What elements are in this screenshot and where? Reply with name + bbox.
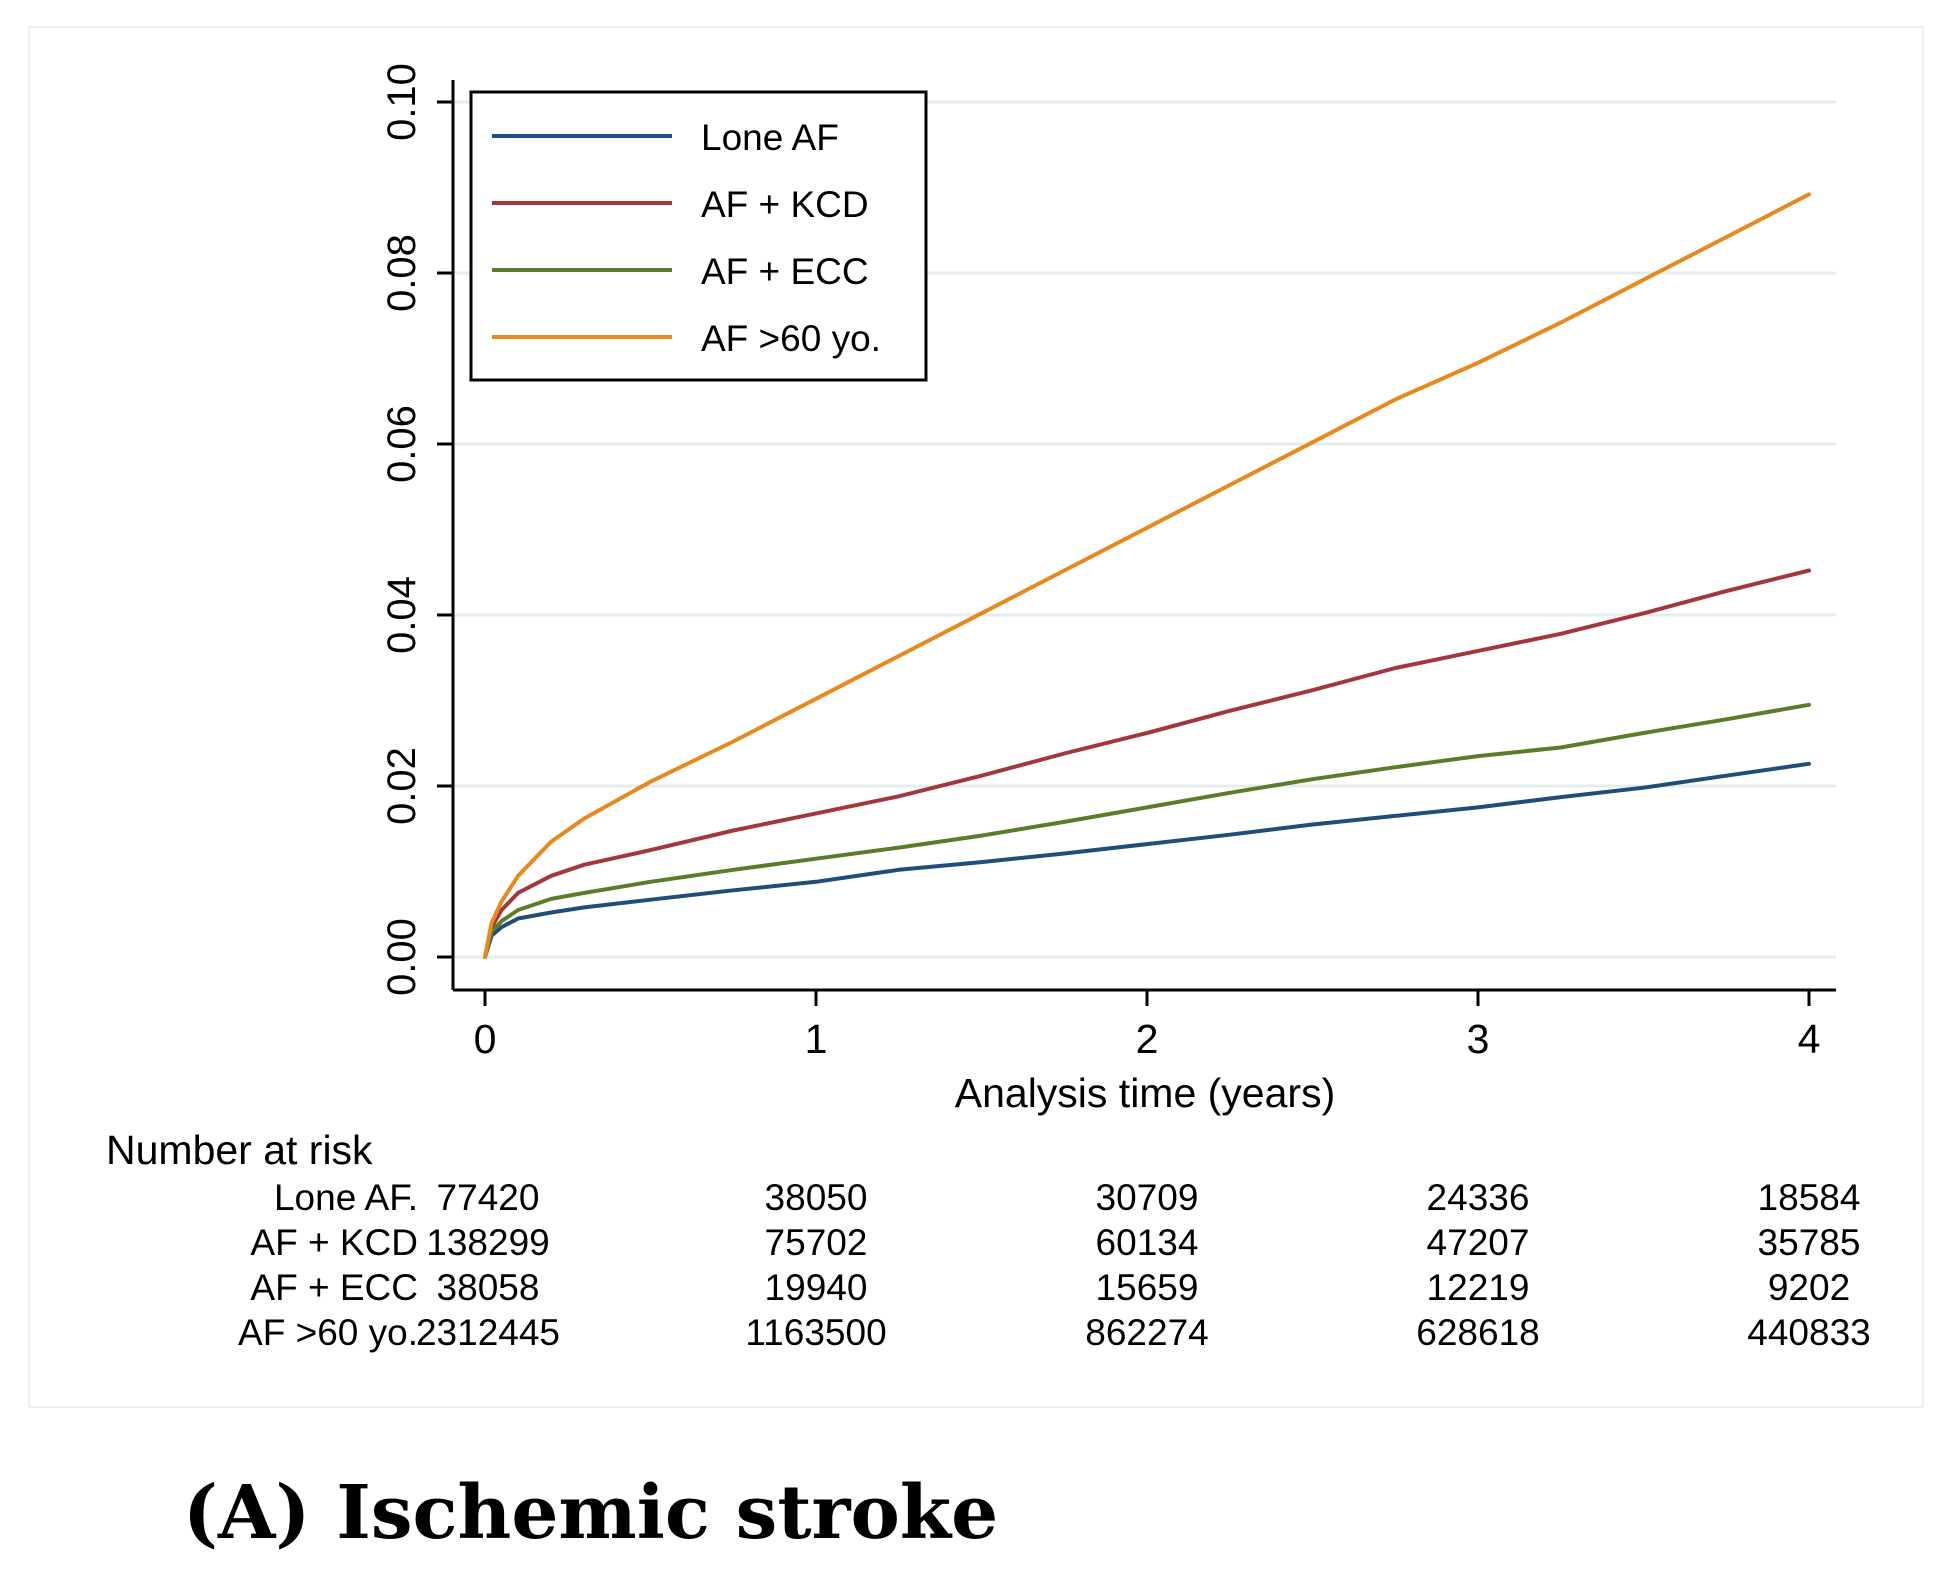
y-tick-label: 0.08 — [380, 234, 424, 312]
axes — [451, 80, 1836, 992]
series-line-1 — [483, 761, 1811, 959]
y-tick-label: 0.10 — [380, 63, 424, 141]
risk-value: 30709 — [1096, 1177, 1199, 1218]
legend-label: Lone AF — [701, 117, 839, 158]
y-ticks: 0.00 0.02 0.04 0.06 0.08 0.10 — [380, 63, 453, 996]
legend: Lone AF AF + KCD AF + ECC AF >60 yo. — [469, 90, 928, 382]
x-tick-label: 1 — [805, 1016, 828, 1062]
x-ticks: 0 1 2 3 4 — [474, 990, 1821, 1062]
risk-table-title: Number at risk — [106, 1127, 373, 1173]
risk-value: 1163500 — [745, 1312, 886, 1353]
x-tick-label: 3 — [1467, 1016, 1490, 1062]
x-axis-label: Analysis time (years) — [955, 1070, 1335, 1116]
panel-caption: (A) Ischemic stroke — [183, 1470, 999, 1556]
risk-value: 12219 — [1427, 1267, 1530, 1308]
y-tick-label: 0.02 — [380, 747, 424, 825]
legend-label: AF + ECC — [701, 251, 869, 292]
risk-value: 38050 — [765, 1177, 868, 1218]
legend-label: AF >60 yo. — [701, 318, 881, 359]
legend-label: AF + KCD — [701, 184, 869, 225]
x-tick-label: 4 — [1798, 1016, 1821, 1062]
risk-row-label: AF + ECC — [250, 1267, 418, 1308]
risk-value: 47207 — [1427, 1222, 1530, 1263]
risk-value: 440833 — [1747, 1312, 1870, 1353]
risk-row-label: AF >60 yo. — [238, 1312, 418, 1353]
x-tick-label: 0 — [474, 1016, 497, 1062]
risk-value: 2312445 — [416, 1312, 560, 1353]
series-lines — [483, 192, 1811, 959]
risk-value: 15659 — [1096, 1267, 1199, 1308]
risk-table: Number at risk Lone AF. 77420 38050 30709 24… — [106, 1127, 1871, 1353]
risk-value: 75702 — [765, 1222, 868, 1263]
risk-value: 628618 — [1416, 1312, 1539, 1353]
x-tick-label: 2 — [1136, 1016, 1159, 1062]
y-tick-label: 0.00 — [380, 918, 424, 996]
risk-value: 24336 — [1427, 1177, 1530, 1218]
risk-value: 77420 — [437, 1177, 540, 1218]
series-line-2 — [483, 568, 1811, 959]
risk-row-label: AF + KCD — [250, 1222, 418, 1263]
series-line-4 — [483, 192, 1811, 959]
risk-value: 35785 — [1758, 1222, 1861, 1263]
risk-value: 60134 — [1096, 1222, 1199, 1263]
risk-value: 18584 — [1758, 1177, 1861, 1218]
y-tick-label: 0.04 — [380, 576, 424, 654]
risk-value: 38058 — [437, 1267, 540, 1308]
chart-frame — [28, 26, 1924, 1408]
risk-value: 9202 — [1768, 1267, 1850, 1308]
y-tick-label: 0.06 — [380, 405, 424, 483]
risk-row-label: Lone AF. — [274, 1177, 418, 1218]
risk-value: 862274 — [1085, 1312, 1208, 1353]
risk-value: 19940 — [765, 1267, 868, 1308]
risk-value: 138299 — [426, 1222, 549, 1263]
legend-box — [469, 90, 928, 382]
series-line-3 — [483, 702, 1811, 959]
